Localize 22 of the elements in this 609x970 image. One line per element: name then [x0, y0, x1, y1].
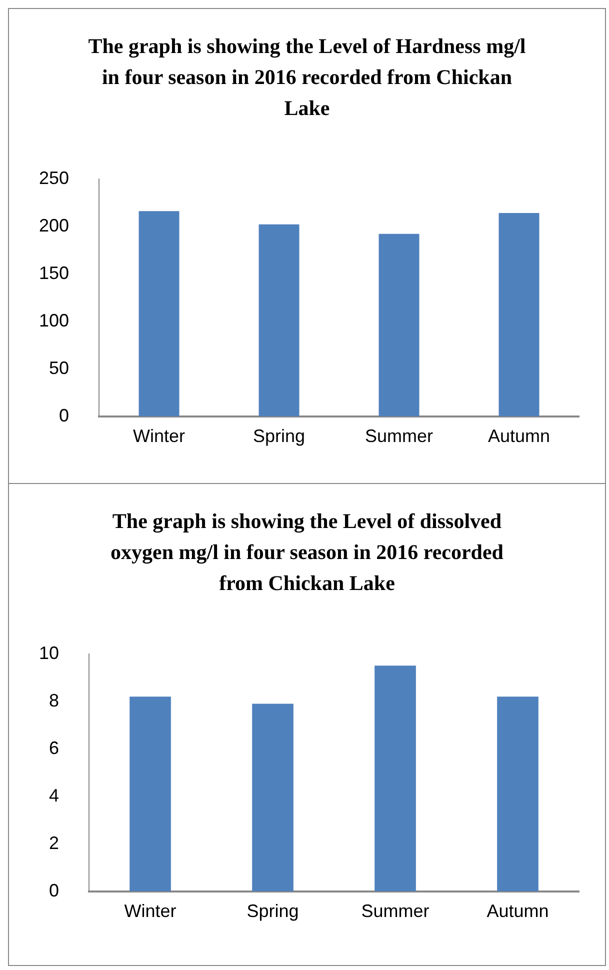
y-tick-label: 0	[59, 405, 70, 426]
y-tick-label: 8	[49, 690, 60, 710]
y-tick-label: 2	[49, 832, 60, 853]
x-tick-label: Autumn	[488, 426, 550, 446]
x-tick-label: Winter	[124, 901, 176, 922]
y-tick-label: 200	[38, 215, 70, 236]
y-tick-label: 0	[49, 880, 60, 900]
chart-title: The graph is showing the Level of Hardness mg/l in four season in 2016 recorded from Chickan Lake	[87, 33, 527, 122]
x-tick-label: Summer	[361, 901, 430, 922]
x-tick-label: Spring	[253, 426, 306, 446]
chart-title: The graph is showing the Level of dissolved oxygen mg/l in four season in 2016 recorded from Chickan Lake	[110, 508, 504, 597]
x-tick-label: Spring	[246, 901, 299, 922]
y-tick-label: 250	[38, 168, 70, 188]
y-tick-label: 4	[49, 785, 60, 806]
y-tick-label: 50	[49, 358, 70, 378]
y-tick-label: 10	[38, 642, 60, 663]
y-tick-label: 100	[38, 310, 70, 330]
y-tick-label: 6	[49, 738, 60, 758]
x-tick-label: Winter	[133, 426, 186, 446]
x-tick-label: Summer	[365, 426, 434, 446]
y-tick-label: 150	[38, 262, 70, 283]
x-tick-label: Autumn	[486, 901, 549, 922]
